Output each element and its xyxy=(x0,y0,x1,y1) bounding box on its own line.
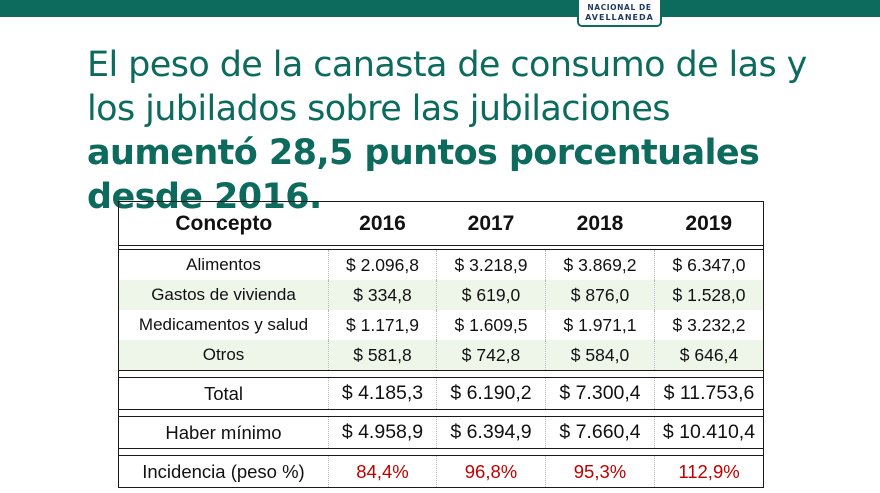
table-row-haber-minimo: Haber mínimo $ 4.958,9 $ 6.394,9 $ 7.660… xyxy=(119,416,764,449)
table-header-row: Concepto 2016 2017 2018 2019 xyxy=(118,201,764,246)
logo-line-1: NACIONAL DE xyxy=(587,2,652,12)
cell-2019: $ 3.232,2 xyxy=(654,310,764,340)
cell-2018: 95,3% xyxy=(545,455,655,488)
cell-2016: $ 4.185,3 xyxy=(328,377,437,410)
column-header-concepto: Concepto xyxy=(118,201,329,246)
cell-2017: $ 742,8 xyxy=(436,340,546,371)
headline-bold: aumentó 28,5 puntos porcentuales desde 2… xyxy=(87,133,760,217)
headline-normal: El peso de la canasta de consumo de las … xyxy=(87,45,807,129)
cell-2018: $ 7.660,4 xyxy=(545,416,655,449)
row-label: Total xyxy=(203,382,244,404)
column-header-2018: 2018 xyxy=(545,201,655,246)
cell-2019: $ 11.753,6 xyxy=(654,377,764,410)
cell-2019: $ 6.347,0 xyxy=(654,249,764,280)
cell-2016: $ 4.958,9 xyxy=(328,416,437,449)
table-row-gastos-de-vivienda: Gastos de vivienda $ 334,8 $ 619,0 $ 876… xyxy=(118,280,764,310)
table-row-incidencia: Incidencia (peso %) 84,4% 96,8% 95,3% 11… xyxy=(119,455,764,488)
cell-2016: 84,4% xyxy=(328,455,437,488)
cell-2017: $ 1.609,5 xyxy=(436,310,546,340)
cell-2016: $ 1.171,9 xyxy=(328,310,437,340)
cell-2016: $ 2.096,8 xyxy=(328,249,437,280)
logo-line-2: AVELLANEDA xyxy=(585,12,654,22)
table-row-alimentos: Alimentos $ 2.096,8 $ 3.218,9 $ 3.869,2 … xyxy=(119,249,764,280)
cell-2017: $ 3.218,9 xyxy=(436,249,546,280)
row-label: Alimentos xyxy=(186,255,261,274)
cell-2018: $ 1.971,1 xyxy=(545,310,655,340)
cell-2019: $ 10.410,4 xyxy=(654,416,764,449)
cell-2019: $ 646,4 xyxy=(654,340,764,371)
cell-2017: $ 6.394,9 xyxy=(436,416,546,449)
column-header-2019: 2019 xyxy=(654,201,764,246)
cell-2017: 96,8% xyxy=(436,455,546,488)
row-separator xyxy=(118,448,764,456)
cell-2017: $ 6.190,2 xyxy=(436,377,546,410)
row-label: Medicamentos y salud xyxy=(138,315,309,334)
cell-2018: $ 876,0 xyxy=(545,280,655,310)
table-row-medicamentos-y-salud: Medicamentos y salud $ 1.171,9 $ 1.609,5… xyxy=(119,310,764,340)
table-row-otros: Otros $ 581,8 $ 742,8 $ 584,0 $ 646,4 xyxy=(118,340,764,371)
row-label: Haber mínimo xyxy=(165,421,282,443)
cell-2019: 112,9% xyxy=(654,455,764,488)
column-header-2016: 2016 xyxy=(328,201,437,246)
row-label: Gastos de vivienda xyxy=(118,280,329,310)
row-separator xyxy=(118,409,764,417)
header-gap xyxy=(118,245,764,250)
cell-2018: $ 3.869,2 xyxy=(545,249,655,280)
cell-2016: $ 581,8 xyxy=(328,340,437,371)
cell-2018: $ 7.300,4 xyxy=(545,377,655,410)
cell-2017: $ 619,0 xyxy=(436,280,546,310)
university-logo: NACIONAL DE AVELLANEDA xyxy=(577,0,662,27)
cell-2019: $ 1.528,0 xyxy=(654,280,764,310)
headline: El peso de la canasta de consumo de las … xyxy=(87,43,847,219)
column-header-2017: 2017 xyxy=(436,201,546,246)
consumption-basket-table: Concepto 2016 2017 2018 2019 Alimentos $… xyxy=(118,201,764,488)
row-label: Incidencia (peso %) xyxy=(142,460,305,482)
cell-2018: $ 584,0 xyxy=(545,340,655,371)
top-banner xyxy=(0,0,880,17)
row-separator xyxy=(118,370,764,378)
table-row-total: Total $ 4.185,3 $ 6.190,2 $ 7.300,4 $ 11… xyxy=(119,377,764,410)
row-label: Otros xyxy=(118,340,329,371)
cell-2016: $ 334,8 xyxy=(328,280,437,310)
